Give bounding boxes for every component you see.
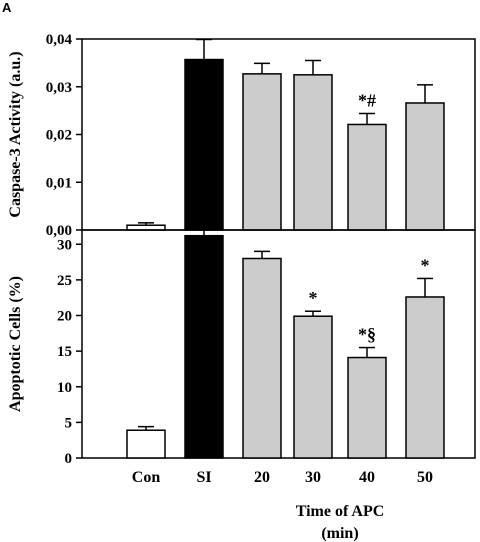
apoptosis-y-tick-label: 0 xyxy=(65,451,73,467)
caspase-y-tick-label: 0,04 xyxy=(46,32,73,48)
x-category-label: 50 xyxy=(417,469,433,486)
apoptosis-y-tick-label: 5 xyxy=(65,415,73,431)
x-category-label: 20 xyxy=(254,469,270,486)
caspase-bar xyxy=(405,102,445,231)
caspase-significance-mark: *# xyxy=(358,90,376,110)
caspase-y-tick-label: 0,02 xyxy=(46,128,72,144)
apoptosis-y-tick-label: 20 xyxy=(57,309,72,325)
apoptosis-significance-mark: *§ xyxy=(358,325,376,345)
apoptosis-y-tick-label: 25 xyxy=(57,273,72,289)
apoptosis-bar xyxy=(405,296,445,459)
x-axis-title: Time of APC xyxy=(296,503,385,520)
x-category-label: 30 xyxy=(305,469,321,486)
apoptosis-y-axis-label: Apoptotic Cells (%) xyxy=(7,276,24,412)
apoptosis-significance-mark: * xyxy=(421,255,430,275)
apoptosis-bar xyxy=(184,234,224,459)
panel-letter: A xyxy=(2,0,12,15)
apoptosis-bar xyxy=(242,257,282,459)
apoptosis-chart: 0 5 10 15 20 25 30 Apoptotic Cells (%) * *§ * xyxy=(7,225,476,467)
apoptosis-y-tick-label: 10 xyxy=(57,380,72,396)
x-axis-unit: (min) xyxy=(321,525,358,542)
apoptosis-bar xyxy=(347,356,387,459)
apoptosis-bar xyxy=(126,429,166,459)
apoptosis-significance-mark: * xyxy=(309,288,318,308)
caspase-bar xyxy=(242,73,282,231)
apoptosis-y-tick-label: 30 xyxy=(57,237,72,253)
apoptosis-bar xyxy=(293,315,333,459)
caspase-chart: 0,00 0,01 0,02 0,03 0,04 Caspase-3 Activity (… xyxy=(7,32,476,239)
caspase-y-axis-label: Caspase-3 Activity (a.u.) xyxy=(7,51,24,217)
caspase-bar xyxy=(347,123,387,231)
x-category-label: Con xyxy=(132,469,161,486)
category-labels: Con SI 20 30 40 50 xyxy=(132,469,433,486)
caspase-bar xyxy=(184,58,224,231)
x-category-label: 40 xyxy=(359,469,375,486)
caspase-y-tick-label: 0,00 xyxy=(46,223,72,239)
caspase-y-tick-label: 0,03 xyxy=(46,80,72,96)
caspase-y-tick-label: 0,01 xyxy=(46,175,72,191)
caspase-bar xyxy=(293,74,333,231)
apoptosis-y-tick-label: 15 xyxy=(57,344,72,360)
x-category-label: SI xyxy=(196,469,211,486)
